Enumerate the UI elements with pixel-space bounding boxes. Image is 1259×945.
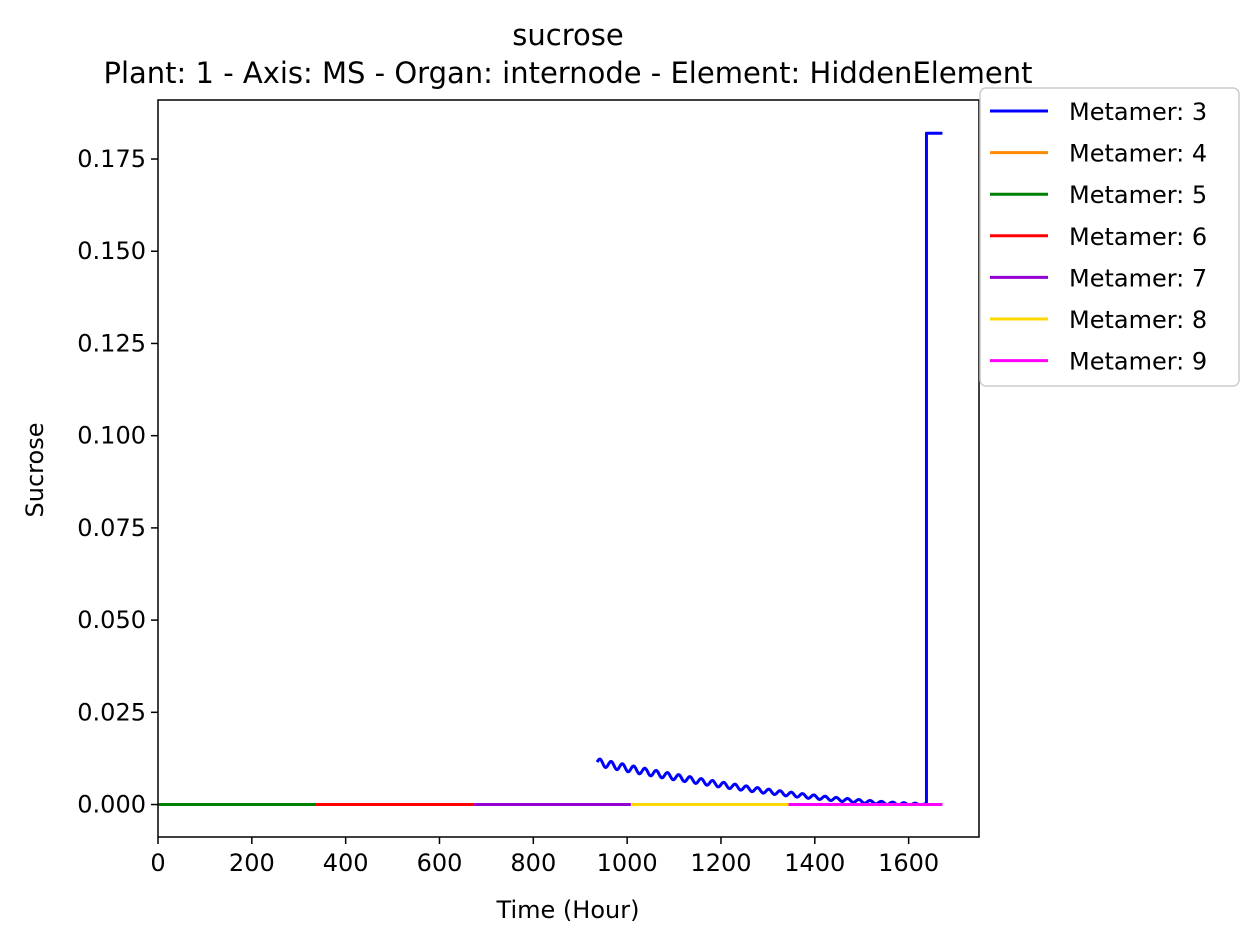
x-tick-label: 600 xyxy=(417,849,463,877)
y-tick-label: 0.000 xyxy=(77,791,146,819)
y-tick-label: 0.100 xyxy=(77,422,146,450)
plot-lines xyxy=(158,131,943,807)
legend: Metamer: 3 Metamer: 4 Metamer: 5 Metamer: 6… xyxy=(979,87,1240,387)
x-tick-label: 1000 xyxy=(597,849,658,877)
y-tick-label: 0.175 xyxy=(77,145,146,173)
plot-area-frame xyxy=(157,99,980,838)
legend-label: Metamer: 5 xyxy=(1069,181,1207,209)
y-tick-label: 0.075 xyxy=(77,514,146,542)
legend-label: Metamer: 6 xyxy=(1069,223,1207,251)
legend-frame xyxy=(979,87,1240,387)
y-tick-label: 0.050 xyxy=(77,606,146,634)
legend-label: Metamer: 4 xyxy=(1069,140,1207,168)
x-axis-ticks: 0 200 400 600 800 1000 1200 1400 1600 xyxy=(150,837,939,877)
x-tick-label: 1400 xyxy=(784,849,845,877)
y-axis-label: Sucrose xyxy=(21,423,49,518)
x-tick-label: 200 xyxy=(229,849,275,877)
x-tick-label: 0 xyxy=(150,849,165,877)
chart-title: sucrose xyxy=(512,18,623,52)
x-tick-label: 800 xyxy=(510,849,556,877)
x-tick-label: 400 xyxy=(323,849,369,877)
legend-label: Metamer: 8 xyxy=(1069,306,1207,334)
series-line-3 xyxy=(595,131,943,807)
legend-label: Metamer: 9 xyxy=(1069,348,1207,376)
legend-label: Metamer: 3 xyxy=(1069,98,1207,126)
y-tick-label: 0.150 xyxy=(77,237,146,265)
y-tick-label: 0.125 xyxy=(77,329,146,357)
x-tick-label: 1200 xyxy=(690,849,751,877)
x-axis-label: Time (Hour) xyxy=(496,896,640,924)
legend-label: Metamer: 7 xyxy=(1069,264,1207,292)
chart-subtitle: Plant: 1 - Axis: MS - Organ: internode -… xyxy=(103,56,1032,90)
x-tick-label: 1600 xyxy=(878,849,939,877)
y-axis-ticks: 0.000 0.025 0.050 0.075 0.100 0.125 0.150 0.175 xyxy=(77,145,158,819)
y-tick-label: 0.025 xyxy=(77,698,146,726)
